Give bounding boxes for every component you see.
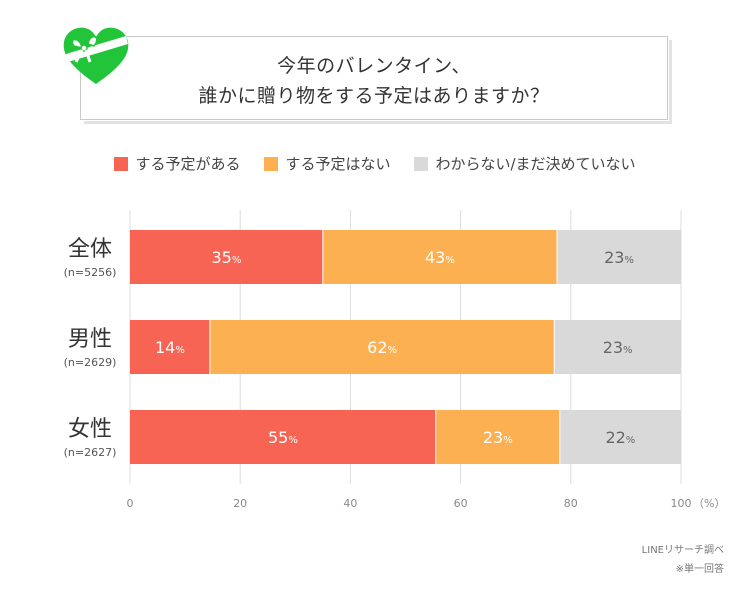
bar-1-1 (209, 320, 555, 374)
sample-size-label-1: (n=2629) (64, 356, 117, 369)
x-axis-unit: （%） (693, 497, 725, 510)
bar-1-2 (554, 320, 681, 374)
x-tick-label-20: 20 (233, 497, 247, 510)
bar-value-label-0-0: 35% (211, 248, 241, 267)
legend-swatch-orange (264, 156, 279, 171)
x-tick-label-80: 80 (564, 497, 578, 510)
bar-value-label-2-2: 22% (605, 428, 635, 447)
legend-swatch-gray (414, 156, 429, 171)
title-line-2: 誰かに贈り物をする予定はありますか？ (198, 85, 550, 107)
bar-1-0 (130, 320, 210, 374)
x-tick-label-40: 40 (343, 497, 357, 510)
heart-ribbon-icon (63, 27, 129, 84)
title-line-1: 今年のバレンタイン、 (277, 55, 471, 77)
bar-2-2 (559, 410, 681, 464)
bar-0-0 (130, 230, 323, 284)
bar-0-2 (557, 230, 681, 284)
legend-swatch-red (114, 156, 129, 171)
x-tick-label-100: 100 (671, 497, 692, 510)
bar-value-label-1-2: 23% (603, 338, 633, 357)
bar-value-label-2-1: 23% (483, 428, 513, 447)
bar-value-label-0-2: 23% (604, 248, 634, 267)
category-label-2: 女性 (68, 417, 112, 442)
bar-0-1 (322, 230, 558, 284)
bar-2-1 (435, 410, 560, 464)
bar-value-label-1-0: 14% (155, 338, 185, 357)
sample-size-label-2: (n=2627) (64, 446, 117, 459)
legend: する予定がある する予定はない わからない/まだ決めていない (0, 153, 750, 174)
bar-value-label-1-1: 62% (367, 338, 397, 357)
bar-value-label-0-1: 43% (425, 248, 455, 267)
answer-type-note: ※単一回答 (675, 564, 724, 575)
legend-item-yes: する予定がある (114, 153, 240, 174)
bar-value-label-2-0: 55% (268, 428, 298, 447)
legend-label-yes: する予定がある (135, 155, 241, 173)
source-note: LINEリサーチ調べ (641, 545, 724, 556)
legend-item-no: する予定はない (264, 153, 390, 174)
x-tick-label-60: 60 (454, 497, 468, 510)
x-tick-label-0: 0 (127, 497, 134, 510)
title-box-shadow (84, 40, 672, 124)
legend-label-no: する予定はない (285, 155, 391, 173)
title-box: 今年のバレンタイン、 誰かに贈り物をする予定はありますか？ (80, 36, 668, 120)
bar-2-0 (130, 410, 436, 464)
legend-item-undecided: わからない/まだ決めていない (414, 153, 636, 174)
category-label-1: 男性 (68, 327, 112, 352)
sample-size-label-0: (n=5256) (64, 266, 117, 279)
category-label-0: 全体 (68, 237, 112, 262)
legend-label-undecided: わからない/まだ決めていない (435, 155, 636, 173)
